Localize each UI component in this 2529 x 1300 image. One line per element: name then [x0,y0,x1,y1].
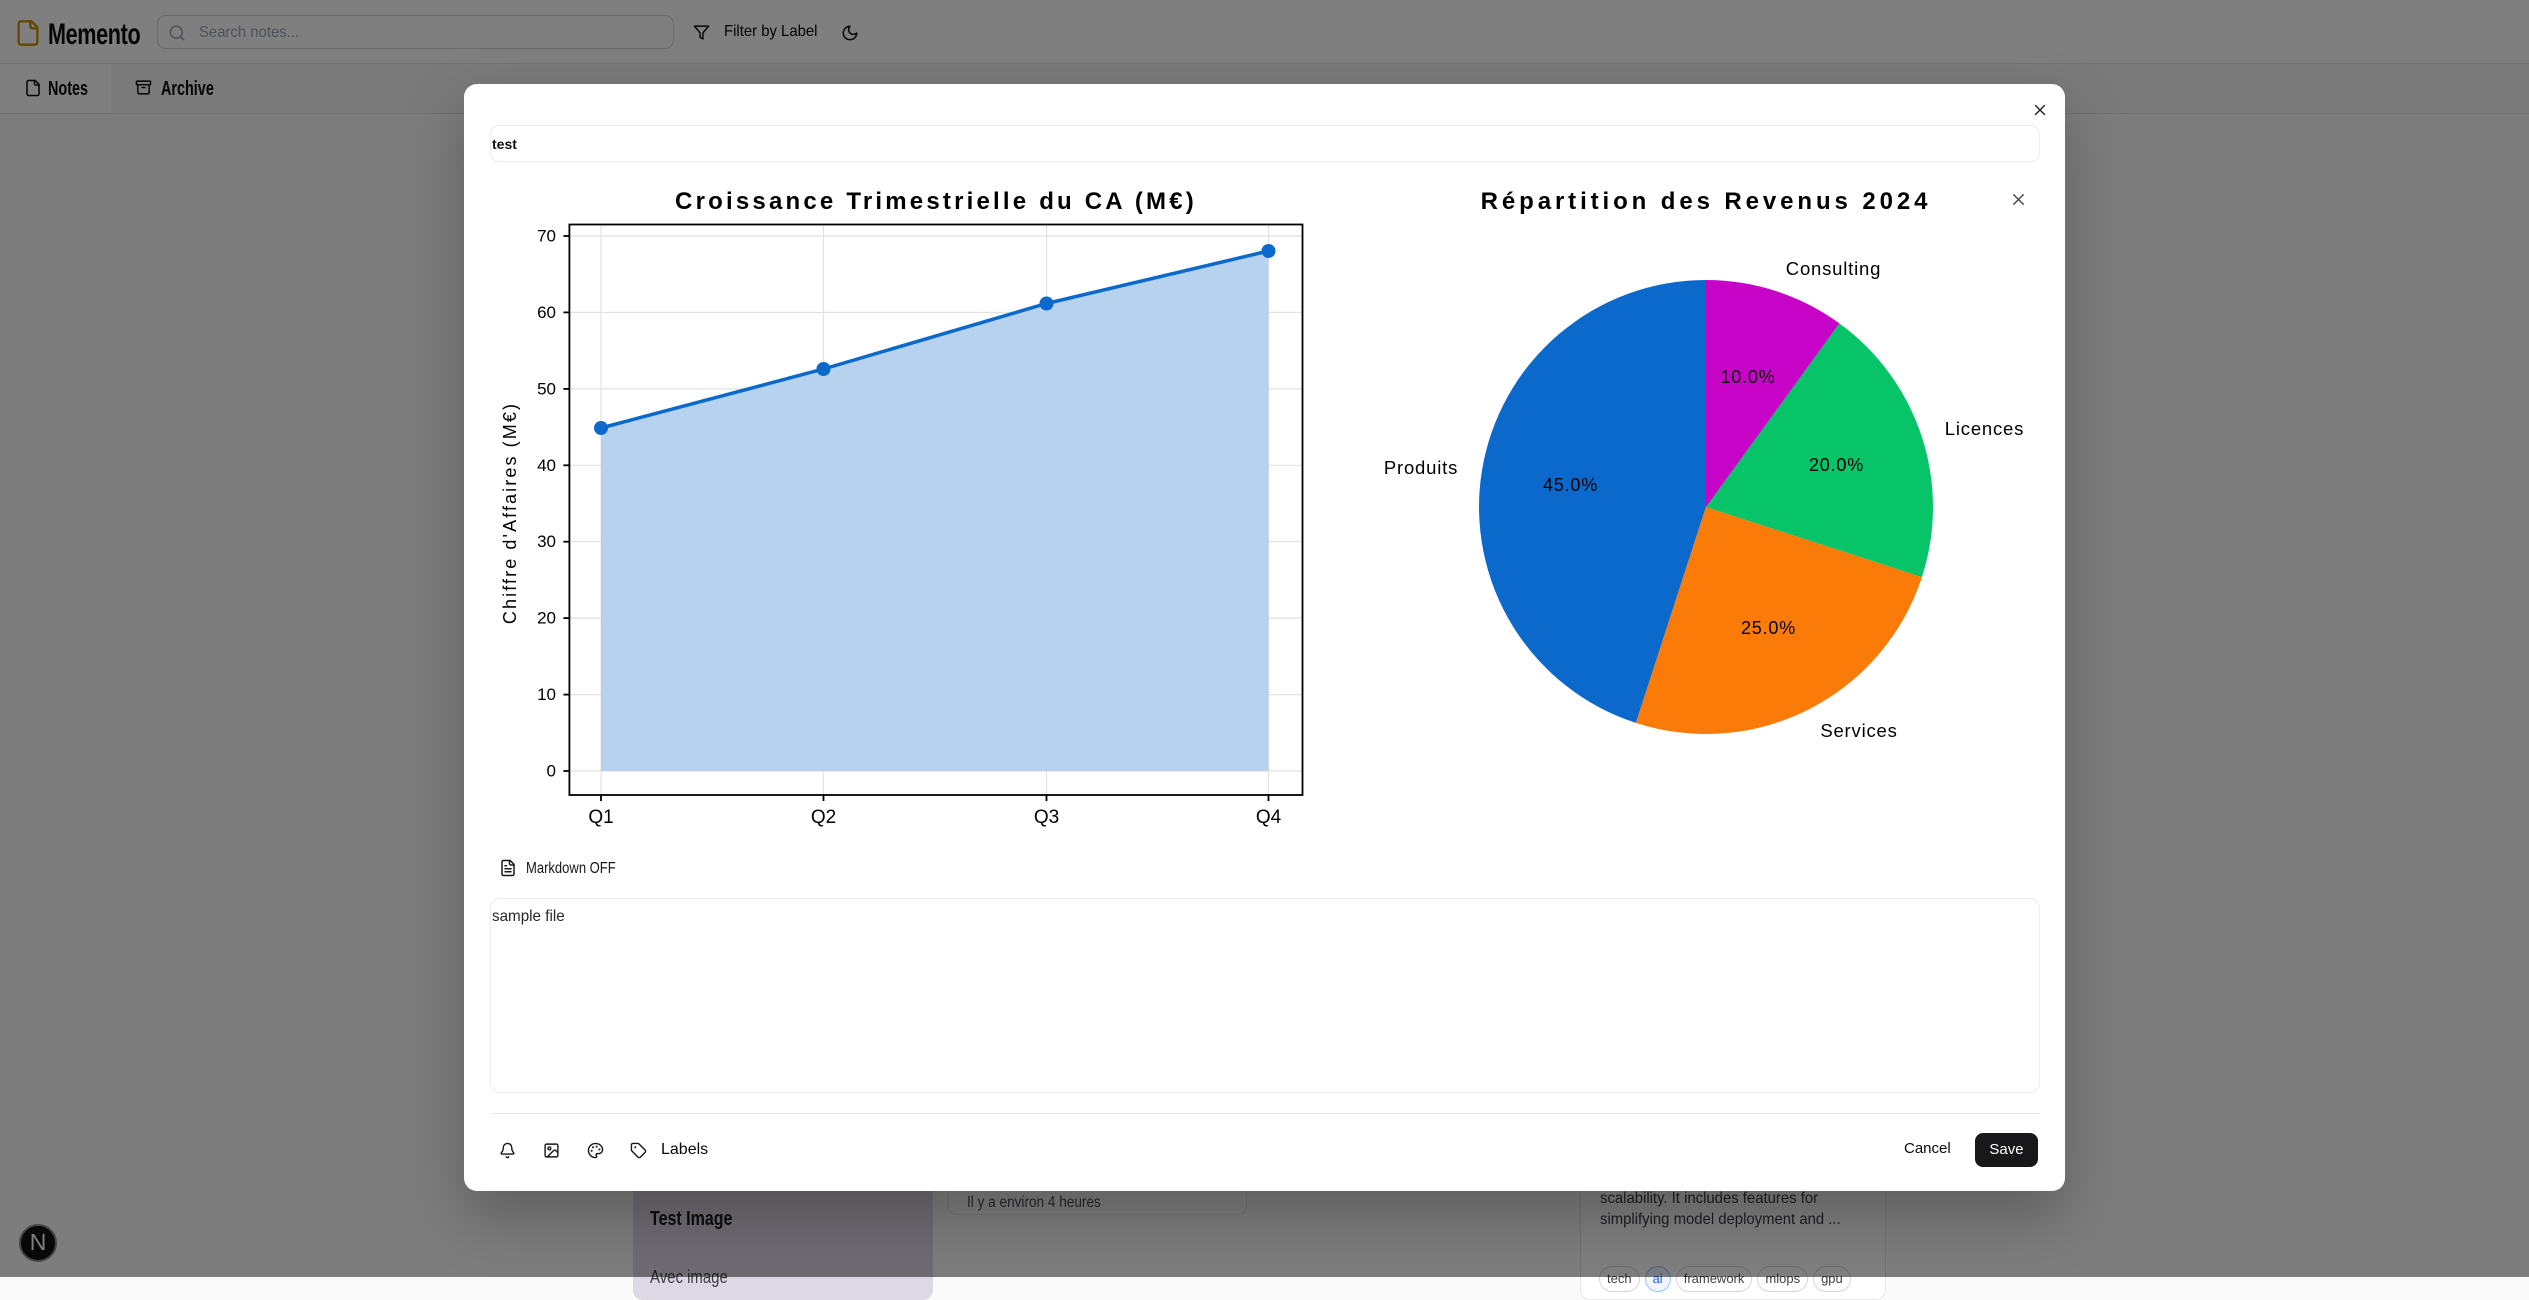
svg-text:20.0%: 20.0% [1809,455,1864,475]
svg-text:Chiffre d'Affaires (M€): Chiffre d'Affaires (M€) [500,402,520,624]
svg-text:50: 50 [537,379,556,398]
svg-text:70: 70 [537,227,556,246]
svg-text:Produits: Produits [1384,457,1458,478]
svg-text:60: 60 [537,303,556,322]
svg-text:20: 20 [537,609,556,628]
svg-text:Q2: Q2 [811,807,836,828]
svg-text:Q1: Q1 [588,807,613,828]
svg-text:Services: Services [1820,720,1897,741]
svg-text:Licences: Licences [1945,418,2024,439]
svg-text:40: 40 [537,456,556,475]
svg-text:10.0%: 10.0% [1720,367,1775,387]
svg-text:Répartition des Revenus 2024: Répartition des Revenus 2024 [1481,188,1932,215]
svg-text:30: 30 [537,532,556,551]
svg-text:25.0%: 25.0% [1741,618,1796,638]
svg-text:Croissance Trimestrielle du CA: Croissance Trimestrielle du CA (M€) [675,188,1197,215]
svg-text:Q3: Q3 [1034,807,1059,828]
svg-text:Q4: Q4 [1256,807,1282,828]
svg-text:10: 10 [537,685,556,704]
svg-text:45.0%: 45.0% [1543,475,1598,495]
svg-text:Consulting: Consulting [1786,258,1881,279]
svg-text:0: 0 [547,762,556,781]
